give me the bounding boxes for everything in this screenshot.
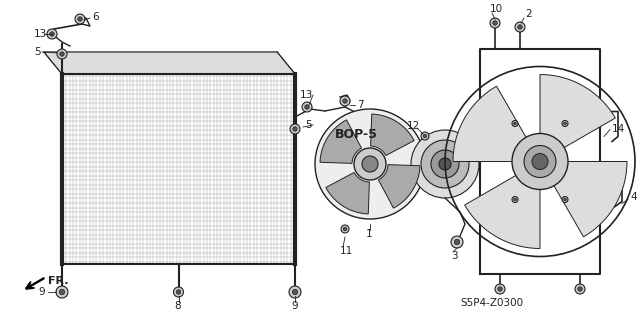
Circle shape (340, 96, 350, 106)
Circle shape (493, 21, 497, 25)
Polygon shape (62, 74, 295, 264)
Circle shape (305, 105, 309, 109)
Circle shape (512, 197, 518, 203)
Text: 9: 9 (38, 287, 45, 297)
Circle shape (514, 122, 516, 125)
Circle shape (77, 17, 83, 21)
Circle shape (362, 156, 378, 172)
Circle shape (495, 284, 505, 294)
Circle shape (421, 140, 469, 188)
Circle shape (578, 287, 582, 291)
Circle shape (292, 127, 297, 131)
Polygon shape (371, 114, 414, 156)
Circle shape (341, 225, 349, 233)
Circle shape (514, 198, 516, 201)
Circle shape (564, 198, 566, 201)
Circle shape (518, 25, 522, 29)
Text: 2: 2 (525, 9, 532, 19)
Circle shape (354, 148, 386, 180)
Polygon shape (44, 52, 295, 74)
Circle shape (411, 130, 479, 198)
Circle shape (421, 132, 429, 140)
Circle shape (289, 286, 301, 298)
Text: 5: 5 (305, 120, 312, 130)
Text: 8: 8 (175, 301, 181, 311)
Circle shape (173, 287, 184, 297)
Circle shape (302, 102, 312, 112)
Text: 14: 14 (612, 124, 625, 135)
Circle shape (343, 99, 348, 103)
Text: FR.: FR. (48, 276, 68, 286)
Text: 3: 3 (451, 251, 458, 261)
Circle shape (562, 197, 568, 203)
Text: 6: 6 (92, 12, 99, 22)
Circle shape (524, 145, 556, 177)
Polygon shape (320, 120, 362, 163)
Circle shape (423, 134, 427, 138)
Text: 12: 12 (407, 121, 420, 131)
Circle shape (50, 32, 54, 36)
Circle shape (512, 121, 518, 127)
Circle shape (439, 158, 451, 170)
Circle shape (290, 124, 300, 134)
Circle shape (315, 109, 425, 219)
Circle shape (451, 236, 463, 248)
Circle shape (343, 227, 347, 231)
Polygon shape (551, 161, 627, 237)
Circle shape (60, 52, 64, 56)
Text: 5: 5 (34, 47, 40, 57)
Circle shape (532, 153, 548, 169)
Circle shape (176, 290, 180, 294)
Circle shape (562, 121, 568, 127)
Text: 4: 4 (630, 191, 637, 202)
Circle shape (47, 29, 57, 39)
Polygon shape (540, 75, 615, 151)
Circle shape (575, 284, 585, 294)
Circle shape (56, 286, 68, 298)
Text: BOP-5: BOP-5 (335, 128, 378, 140)
Polygon shape (453, 86, 529, 161)
Polygon shape (326, 173, 369, 214)
Circle shape (454, 239, 460, 245)
Circle shape (57, 49, 67, 59)
Text: 10: 10 (490, 4, 503, 14)
Circle shape (512, 133, 568, 189)
Circle shape (515, 22, 525, 32)
Text: 13: 13 (300, 90, 313, 100)
Text: 1: 1 (366, 229, 372, 239)
Circle shape (75, 14, 85, 24)
Text: 11: 11 (340, 246, 353, 256)
Circle shape (498, 287, 502, 291)
Text: S5P4-Z0300: S5P4-Z0300 (460, 298, 523, 308)
Circle shape (431, 150, 459, 178)
Circle shape (490, 18, 500, 28)
Circle shape (564, 122, 566, 125)
Text: 9: 9 (291, 301, 298, 311)
Circle shape (292, 289, 298, 295)
Text: 13: 13 (34, 29, 47, 39)
Text: 7: 7 (357, 100, 364, 110)
Circle shape (60, 289, 65, 295)
Polygon shape (465, 173, 540, 249)
FancyArrowPatch shape (26, 278, 44, 288)
Polygon shape (378, 165, 420, 208)
